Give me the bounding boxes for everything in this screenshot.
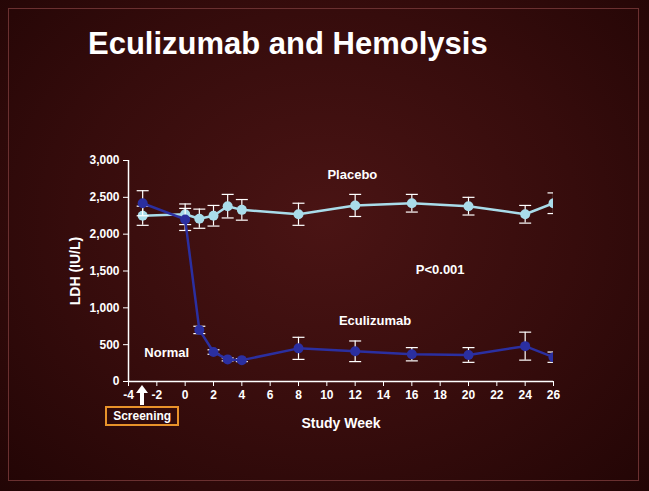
svg-text:18: 18 <box>433 388 447 402</box>
svg-text:0: 0 <box>182 388 189 402</box>
svg-text:2,000: 2,000 <box>89 227 119 241</box>
svg-text:14: 14 <box>377 388 391 402</box>
svg-text:0: 0 <box>113 374 120 388</box>
svg-text:P<0.001: P<0.001 <box>416 262 465 277</box>
svg-text:500: 500 <box>99 338 119 352</box>
svg-text:Normal: Normal <box>144 345 189 360</box>
svg-text:1,000: 1,000 <box>89 301 119 315</box>
svg-text:-4: -4 <box>123 388 134 402</box>
svg-text:2,500: 2,500 <box>89 190 119 204</box>
svg-text:6: 6 <box>267 388 274 402</box>
svg-text:-2: -2 <box>151 388 162 402</box>
svg-text:16: 16 <box>405 388 419 402</box>
svg-text:22: 22 <box>490 388 504 402</box>
svg-text:20: 20 <box>462 388 476 402</box>
svg-text:26: 26 <box>547 388 561 402</box>
svg-text:10: 10 <box>320 388 334 402</box>
svg-text:Study Week: Study Week <box>301 415 380 431</box>
svg-text:12: 12 <box>348 388 362 402</box>
svg-text:2: 2 <box>210 388 217 402</box>
svg-text:3,000: 3,000 <box>89 153 119 167</box>
svg-text:4: 4 <box>238 388 245 402</box>
svg-text:LDH (IU/L): LDH (IU/L) <box>67 237 83 305</box>
svg-text:Placebo: Placebo <box>327 167 377 182</box>
svg-text:1,500: 1,500 <box>89 264 119 278</box>
html-text:Eculizumab and Hemolysis: Eculizumab and Hemolysis <box>88 26 488 61</box>
svg-text:24: 24 <box>518 388 532 402</box>
svg-text:8: 8 <box>295 388 302 402</box>
svg-text:Eculizumab: Eculizumab <box>339 313 411 328</box>
html-text:Screening: Screening <box>113 409 172 423</box>
